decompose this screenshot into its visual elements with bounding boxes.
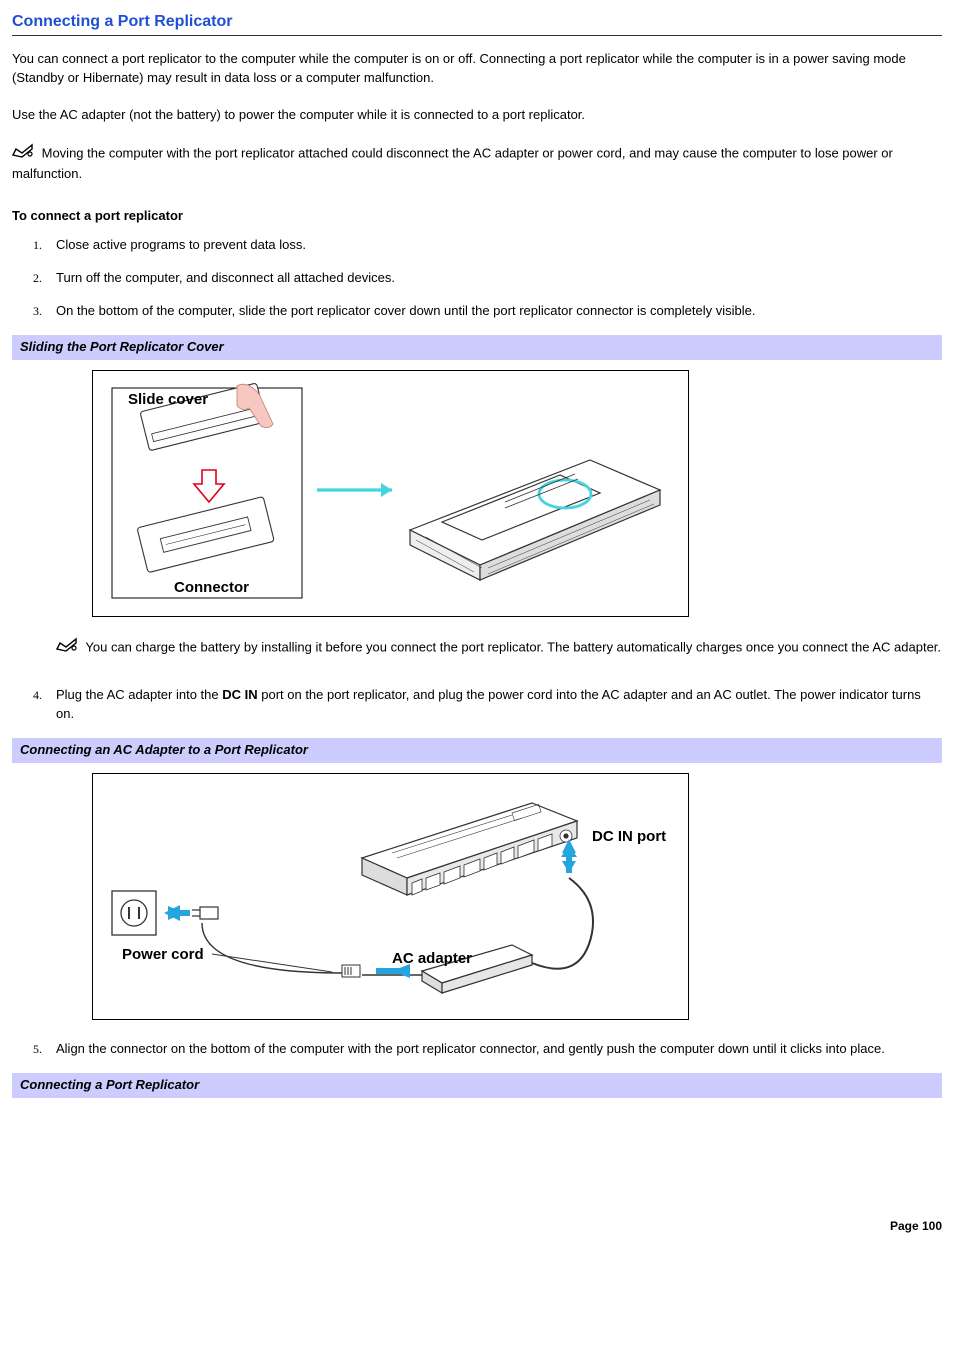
step-number-spacer [12, 637, 42, 638]
figure-label-3: Connecting a Port Replicator [12, 1073, 942, 1098]
figure-2: DC IN port AC adapter [92, 773, 942, 1020]
step-text: Close active programs to prevent data lo… [56, 236, 942, 255]
note-icon [12, 143, 34, 165]
svg-text:Slide cover: Slide cover [128, 391, 208, 408]
note-2: You can charge the battery by installing… [56, 637, 942, 659]
svg-text:Power cord: Power cord [122, 946, 204, 963]
step-text: Turn off the computer, and disconnect al… [56, 269, 942, 288]
step-number: 4. [12, 686, 42, 704]
dc-in-bold: DC IN [222, 687, 257, 702]
steps-list: 1. Close active programs to prevent data… [12, 236, 942, 321]
step-number: 3. [12, 302, 42, 320]
svg-text:AC adapter: AC adapter [392, 950, 472, 967]
figure-1-svg: Slide cover Connector [92, 370, 689, 617]
step-4-a: Plug the AC adapter into the [56, 687, 222, 702]
page-title: Connecting a Port Replicator [12, 10, 942, 36]
step-5: 5. Align the connector on the bottom of … [12, 1040, 942, 1059]
figure-label-1: Sliding the Port Replicator Cover [12, 335, 942, 360]
step-1: 1. Close active programs to prevent data… [12, 236, 942, 255]
step-number: 1. [12, 236, 42, 254]
figure-label-2: Connecting an AC Adapter to a Port Repli… [12, 738, 942, 763]
step-2: 2. Turn off the computer, and disconnect… [12, 269, 942, 288]
svg-text:Connector: Connector [174, 579, 249, 596]
page-footer: Page 100 [12, 1218, 942, 1235]
step-3: 3. On the bottom of the computer, slide … [12, 302, 942, 321]
note-2-text: You can charge the battery by installing… [85, 639, 941, 654]
figure-2-svg: DC IN port AC adapter [92, 773, 689, 1020]
note-1: Moving the computer with the port replic… [12, 143, 942, 184]
svg-text:DC IN port: DC IN port [592, 828, 666, 845]
steps-list-cont1: You can charge the battery by installing… [12, 637, 942, 725]
intro-paragraph-2: Use the AC adapter (not the battery) to … [12, 106, 942, 125]
note-icon [56, 637, 78, 659]
steps-list-cont2: 5. Align the connector on the bottom of … [12, 1040, 942, 1059]
step-text: On the bottom of the computer, slide the… [56, 302, 942, 321]
step-body: You can charge the battery by installing… [56, 637, 942, 673]
step-text: Align the connector on the bottom of the… [56, 1040, 942, 1059]
step-number: 5. [12, 1040, 42, 1058]
figure-1: Slide cover Connector [92, 370, 942, 617]
subheading: To connect a port replicator [12, 207, 942, 226]
step-4: 4. Plug the AC adapter into the DC IN po… [12, 686, 942, 724]
note-1-text: Moving the computer with the port replic… [12, 145, 893, 180]
step-note-2: You can charge the battery by installing… [12, 637, 942, 673]
intro-paragraph-1: You can connect a port replicator to the… [12, 50, 942, 88]
step-number: 2. [12, 269, 42, 287]
step-text: Plug the AC adapter into the DC IN port … [56, 686, 942, 724]
